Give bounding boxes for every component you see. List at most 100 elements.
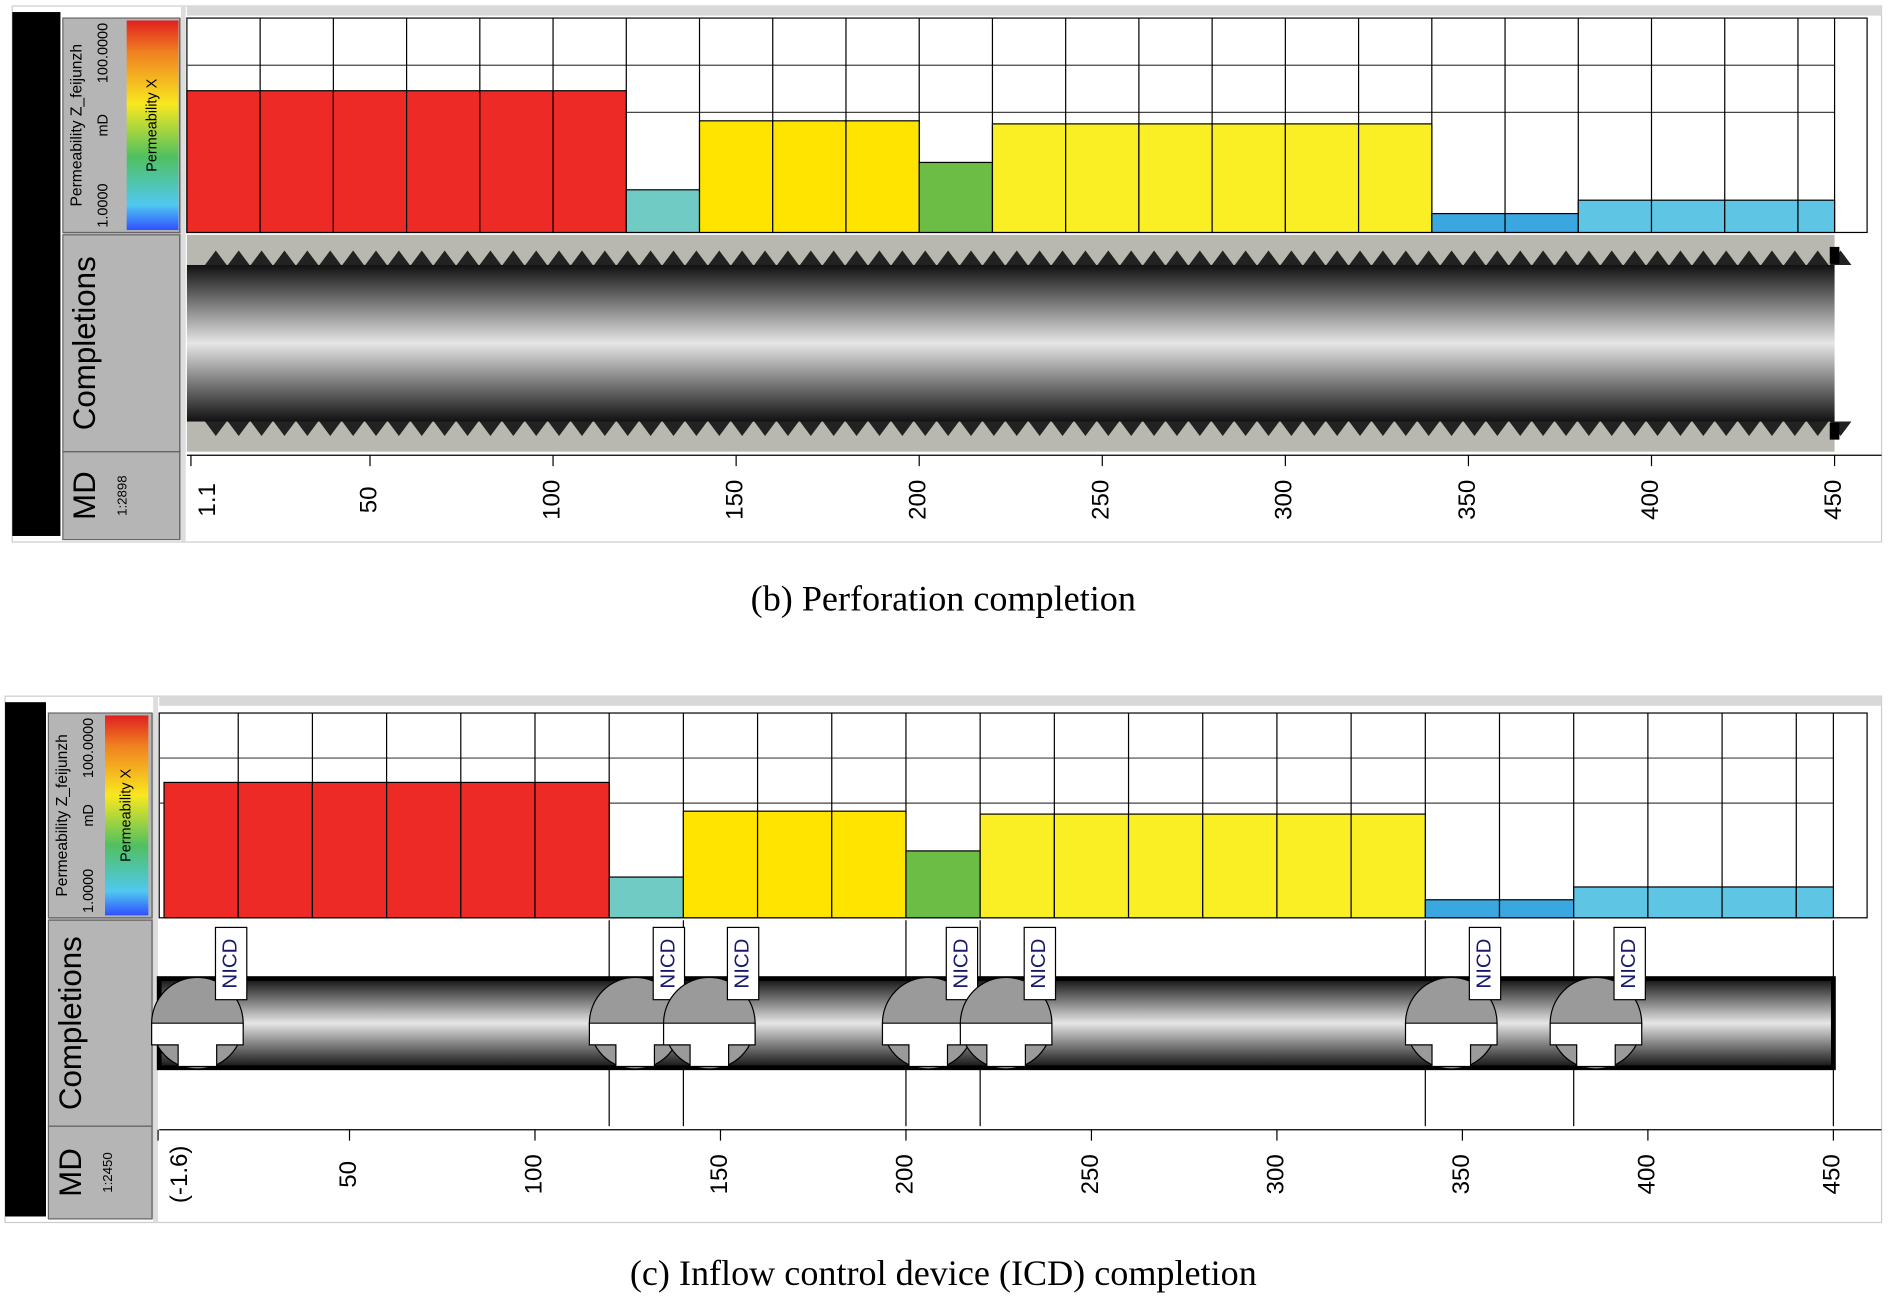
splitter (153, 696, 159, 1223)
perm-bar (311, 781, 388, 919)
perm-bar (1357, 123, 1433, 234)
splitter (180, 6, 186, 542)
md-tick-label: 400 (1633, 1154, 1660, 1194)
perm-bar (1284, 123, 1360, 234)
icd-label: NICD (1472, 939, 1495, 989)
scale-max: 100.0000 (96, 23, 112, 83)
perm-bar (534, 781, 610, 919)
md-tick-label: 250 (1077, 1154, 1104, 1194)
completions-title: Completions (67, 256, 102, 430)
perm-bar (1138, 123, 1213, 234)
perm-bar (237, 781, 314, 919)
caption: (c) Inflow control device (ICD) completi… (630, 1253, 1257, 1293)
icd-label: NICD (730, 939, 753, 989)
md-scale: 1:2898 (115, 475, 130, 515)
scale-unit: mD (81, 804, 97, 826)
perm-bar (552, 90, 627, 234)
md-tick-label: 350 (1448, 1154, 1475, 1194)
md-tick-label: 300 (1262, 1154, 1289, 1194)
perm-bar (1127, 813, 1204, 919)
header-cell (62, 451, 181, 541)
track-title: Permeability Z_feijunzh (54, 734, 71, 897)
perm-bar (1202, 813, 1278, 919)
perm-bar (625, 189, 701, 234)
md-scale: 1:2450 (100, 1152, 115, 1192)
perm-bar (1350, 813, 1426, 919)
icd-label-box (214, 926, 248, 1001)
perm-bar (1276, 813, 1352, 919)
md-tick-label: 100 (520, 1154, 547, 1194)
md-title: MD (53, 1148, 88, 1197)
perm-bar (405, 90, 481, 234)
perm-bar (905, 850, 981, 919)
header-cell (47, 1125, 153, 1220)
icd-label-box (1468, 926, 1502, 1001)
icd-label-box (1613, 926, 1646, 1001)
perm-bar (682, 810, 759, 919)
md-tick-label: 350 (1454, 480, 1481, 520)
color-bar-title: Permeability X (144, 78, 160, 171)
perm-bar (1211, 123, 1286, 234)
caption: (b) Perforation completion (751, 579, 1136, 619)
color-bar (126, 20, 179, 231)
perm-bar (991, 123, 1067, 234)
scale-max: 100.0000 (81, 718, 97, 778)
md-tick-label: 150 (706, 1154, 733, 1194)
pipe-end (1829, 422, 1840, 440)
top-scrollbar (159, 696, 1882, 706)
icd-label: NICD (1027, 939, 1050, 989)
color-bar-title: Permeability X (118, 768, 134, 861)
md-tick-label: 100 (538, 480, 565, 520)
perm-bar (1573, 886, 1649, 919)
md-tick-label: 250 (1088, 480, 1115, 520)
perm-bar (1647, 886, 1723, 919)
icd-label-box (945, 926, 979, 1001)
perm-bar (1797, 199, 1836, 234)
icd-label: NICD (219, 939, 242, 989)
icd-label-box (1023, 926, 1057, 1001)
track-title: Permeability Z_feijunzh (68, 44, 85, 207)
perm-bar (756, 810, 833, 919)
perm-bar (1504, 212, 1579, 234)
icd-port (151, 1022, 244, 1068)
md-tick-label: 50 (335, 1161, 362, 1188)
perm-bar (1065, 123, 1140, 234)
perm-bar (1650, 199, 1726, 234)
pipe (186, 264, 1835, 422)
perm-bar (1424, 899, 1501, 919)
scale-min: 1.0000 (81, 869, 97, 913)
md-title: MD (67, 471, 102, 520)
scale-unit: mD (96, 114, 112, 136)
perm-bar (259, 90, 334, 234)
perm-bar (163, 781, 239, 919)
icd-port (959, 1022, 1053, 1068)
header-cell (47, 712, 153, 919)
perm-bar (979, 813, 1055, 919)
perm-bar (608, 876, 684, 919)
md-tick-label: 450 (1820, 480, 1847, 520)
perm-bar (845, 120, 920, 234)
icd-label: NICD (656, 939, 679, 989)
perm-bar (918, 161, 994, 234)
header-cell (62, 17, 181, 234)
md-tick-label: (-1.6) (166, 1146, 193, 1204)
perm-bar (1795, 886, 1834, 919)
icd-port (1404, 1022, 1498, 1068)
perm-bar (1724, 199, 1799, 234)
perm-bar (831, 810, 907, 919)
md-tick-label: 150 (721, 480, 748, 520)
md-tick-label: 50 (355, 486, 382, 513)
icd-label: NICD (1617, 939, 1640, 989)
perm-bar (332, 90, 408, 234)
icd-label: NICD (949, 939, 972, 989)
perm-bar (1577, 199, 1653, 234)
perm-bar (772, 120, 847, 234)
completions-title: Completions (53, 936, 88, 1110)
perm-bar (479, 90, 554, 234)
left-strip (12, 12, 61, 536)
icd-port (1549, 1022, 1643, 1068)
perm-bar (1431, 212, 1506, 234)
perm-bar (460, 781, 536, 919)
top-scrollbar (186, 6, 1882, 16)
